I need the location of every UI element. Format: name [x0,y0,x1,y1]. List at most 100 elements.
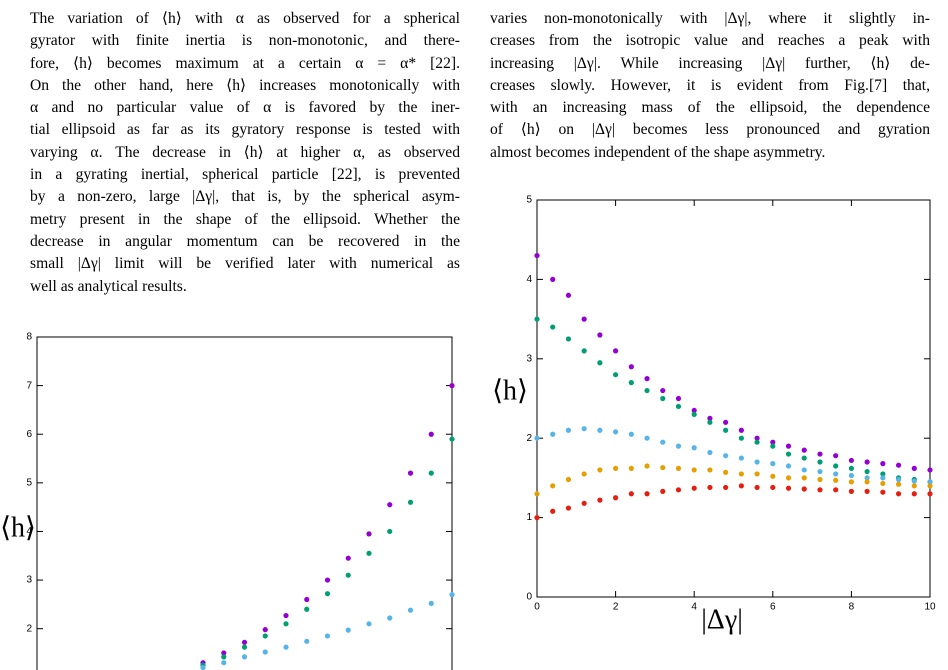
data-point [675,403,682,410]
data-point [707,419,713,425]
data-point [738,427,744,433]
data-point [911,483,917,489]
data-point [801,486,807,492]
data-point [534,252,540,259]
data-point [911,478,917,484]
left-paragraph: The variation of ⟨h⟩ with α as observed … [30,8,460,298]
data-point [644,491,650,497]
plot-frame [36,336,453,670]
data-point [613,495,619,501]
data-point [597,427,603,433]
data-point [675,443,682,449]
data-point [880,471,886,477]
data-point [262,633,268,639]
text-line: varies non-monotonically with |Δγ|, wher… [490,10,930,27]
data-point [407,470,414,476]
data-point [738,435,744,441]
x-tick-label: 0 [534,602,540,613]
data-point [770,443,776,449]
data-point [848,479,855,485]
data-point [927,467,933,473]
data-point [550,324,556,330]
y-axis-label: ⟨h⟩ [0,512,36,543]
data-point [597,497,603,503]
data-point [283,644,289,650]
data-point [864,468,870,475]
plot-frame [536,199,931,598]
data-point [785,463,792,469]
data-point [754,484,760,491]
data-point [754,439,760,445]
data-point [550,276,556,282]
data-point [366,550,372,556]
data-point [848,457,855,464]
right-paragraph: varies non-monotonically with |Δγ|, wher… [490,8,930,164]
data-point [801,447,807,453]
text-line: with an increasing mass of the ellipsoid… [490,99,930,117]
data-point [675,465,682,471]
data-point [770,473,776,479]
data-point [324,633,331,639]
data-point [581,500,587,506]
data-point [660,464,666,471]
text-line: gyrator with finite inertia is non-monot… [30,32,460,50]
data-point [345,555,351,561]
data-point [628,491,634,497]
data-point [387,615,393,621]
text-line: creases slowly. However, it is evident f… [490,76,930,94]
data-point [707,484,713,491]
data-point [428,470,434,476]
data-point [241,654,248,660]
text-line: well as analytical results. [30,277,187,295]
data-point [581,348,587,354]
data-point [613,429,619,435]
data-point [550,508,556,514]
data-point [833,487,839,493]
x-tick-label: 6 [770,602,776,613]
data-point [785,485,792,491]
data-point [738,483,744,489]
y-tick-label: 3 [26,575,32,586]
data-point [691,407,697,414]
data-point [927,491,933,497]
data-point [565,427,572,433]
data-point [848,488,855,494]
data-point [833,453,839,459]
data-point [449,592,455,598]
data-point [785,475,792,481]
data-point [565,505,572,511]
y-tick-label: 7 [26,380,32,391]
text-line: α and no particular value of α is favore… [30,99,460,117]
data-point [785,451,792,457]
data-point [644,376,650,382]
data-point [581,426,587,432]
text-line: increasing |Δγ|. While increasing |Δγ| f… [490,54,930,72]
data-point [880,489,886,495]
data-point [880,475,886,481]
y-tick-label: 2 [526,433,532,444]
data-point [324,577,331,583]
data-point [817,476,823,483]
data-point [817,487,823,493]
data-point [660,387,666,394]
data-point [770,484,776,491]
data-point [770,461,776,467]
data-point [895,476,902,483]
data-point [407,607,414,613]
data-point [738,471,744,477]
text-line: of ⟨h⟩ on |Δγ| becomes less pronounced a… [490,121,930,139]
data-point [911,491,917,497]
data-point [864,488,870,494]
data-point [911,465,917,471]
data-point [723,427,729,433]
text-line: The variation of ⟨h⟩ with α as observed … [30,10,460,27]
data-point [387,528,393,535]
text-line: in a gyrating inertial, spherical partic… [30,166,460,184]
data-point [534,316,540,322]
y-tick-label: 0 [526,592,532,603]
data-point [754,459,760,465]
text-line: almost becomes independent of the shape … [490,143,826,161]
y-tick-label: 6 [26,429,32,440]
data-point [880,461,886,467]
